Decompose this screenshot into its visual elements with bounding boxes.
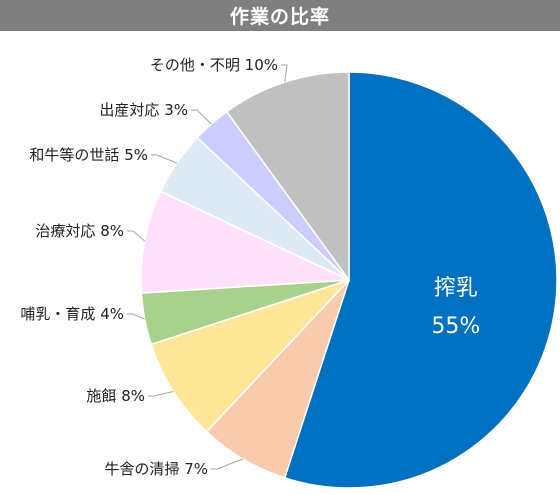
pie-slice bbox=[150, 279, 350, 433]
leader-line bbox=[127, 230, 146, 242]
slice-label: 出産対応 3% bbox=[99, 101, 188, 119]
slice-labels: 搾乳 55% 牛舎の清掃 7% 施餌 8% 哺乳・育成 4% 治療対応 8% 和牛等の世話 … bbox=[20, 56, 480, 478]
leader-line bbox=[191, 109, 212, 125]
pie-slice bbox=[225, 71, 350, 283]
leader-line bbox=[151, 154, 178, 164]
pie-slices bbox=[140, 71, 558, 489]
pie-slice bbox=[140, 190, 350, 294]
chart-title: 作業の比率 bbox=[0, 0, 560, 31]
pie-slice bbox=[283, 71, 558, 489]
leader-lines bbox=[127, 64, 288, 470]
slice-label: 牛舎の清掃 7% bbox=[104, 460, 208, 478]
slice-label: 哺乳・育成 4% bbox=[20, 305, 124, 323]
leader-line bbox=[281, 64, 288, 83]
slice-label: その他・不明 10% bbox=[150, 56, 278, 74]
leader-line bbox=[211, 458, 244, 470]
slice-label-name: 搾乳 bbox=[434, 276, 478, 301]
leader-line bbox=[148, 391, 174, 397]
slice-label: 施餌 8% bbox=[86, 387, 145, 405]
slice-label: 治療対応 8% bbox=[35, 222, 124, 240]
leader-line bbox=[127, 313, 145, 320]
slice-label: 和牛等の世話 5% bbox=[29, 146, 148, 164]
slice-label-value: 55% bbox=[431, 314, 480, 339]
